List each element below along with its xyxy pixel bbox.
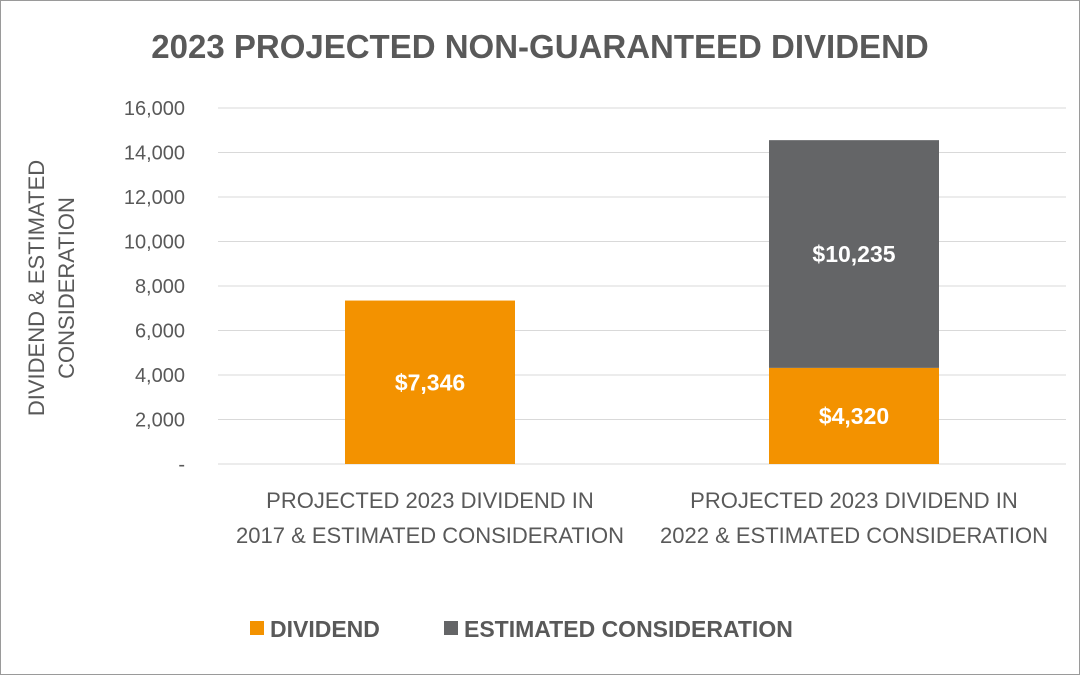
legend-swatch bbox=[444, 621, 458, 635]
y-tick-label: - bbox=[178, 454, 185, 476]
x-axis-categories: PROJECTED 2023 DIVIDEND IN 2017 & ESTIMAT… bbox=[236, 488, 1048, 548]
y-tick-label: 12,000 bbox=[124, 187, 185, 209]
y-tick-label: 10,000 bbox=[124, 232, 185, 254]
x-axis-category-label: PROJECTED 2023 DIVIDEND IN 2022 & ESTIMAT… bbox=[660, 488, 1048, 548]
x-axis-category-label: PROJECTED 2023 DIVIDEND IN 2017 & ESTIMAT… bbox=[236, 488, 624, 548]
data-label: $4,320 bbox=[819, 403, 889, 429]
bar-estimated-consideration bbox=[769, 140, 939, 368]
data-label: $10,235 bbox=[812, 241, 895, 267]
y-axis-label: DIVIDEND & ESTIMATED CONSIDERATION bbox=[24, 160, 79, 416]
bars bbox=[345, 140, 939, 464]
y-tick-label: 6,000 bbox=[135, 321, 185, 343]
legend-label: ESTIMATED CONSIDERATION bbox=[464, 616, 793, 642]
legend: DIVIDEND ESTIMATED CONSIDERATION bbox=[250, 616, 793, 642]
legend-swatch bbox=[250, 621, 264, 635]
legend-label: DIVIDEND bbox=[270, 616, 380, 642]
data-labels: $7,346 $4,320 $10,235 bbox=[395, 241, 896, 429]
y-tick-label: 16,000 bbox=[124, 98, 185, 120]
y-tick-label: 4,000 bbox=[135, 365, 185, 387]
bar-dividend bbox=[345, 300, 515, 464]
y-tick-label: 14,000 bbox=[124, 143, 185, 165]
y-tick-label: 8,000 bbox=[135, 276, 185, 298]
y-axis-title: DIVIDEND & ESTIMATED CONSIDERATION bbox=[24, 160, 79, 416]
chart-title: 2023 PROJECTED NON-GUARANTEED DIVIDEND bbox=[151, 28, 928, 65]
y-axis-ticks: - 2,000 4,000 6,000 8,000 10,000 12,000 14,000 1… bbox=[124, 98, 185, 476]
data-label: $7,346 bbox=[395, 369, 465, 395]
y-tick-label: 2,000 bbox=[135, 410, 185, 432]
bar-dividend bbox=[769, 367, 939, 464]
